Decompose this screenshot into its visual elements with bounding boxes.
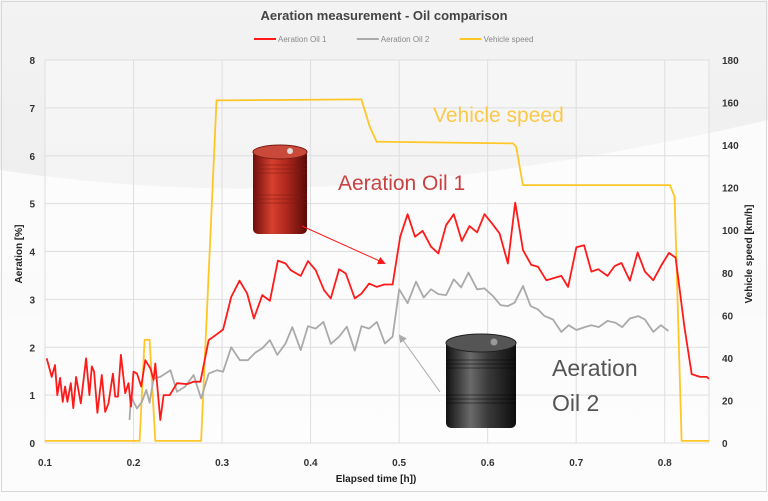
y2-tick-label: 120: [722, 184, 739, 195]
x-axis-label: Elapsed time [h]): [336, 474, 417, 485]
legend-label: Aeration Oil 2: [381, 35, 430, 44]
grid: [44, 59, 710, 444]
y2-tick-label: 180: [722, 56, 739, 67]
annotation-oil-2-line2: Oil 2: [552, 390, 599, 416]
y2-tick-label: 160: [722, 99, 739, 110]
y2-tick-label: 20: [722, 396, 734, 407]
y2-tick-label: 0: [722, 439, 728, 450]
x-tick-label: 0.2: [127, 458, 141, 469]
annotation-oil-1: Aeration Oil 1: [338, 172, 465, 195]
y2-tick-label: 60: [722, 311, 734, 322]
y-tick-label: 0: [29, 439, 35, 450]
y-tick-label: 6: [29, 152, 35, 163]
oil2-arrow: [398, 334, 441, 393]
y-tick-label: 8: [29, 56, 35, 67]
series-line-aeration-oil-1: [45, 201, 710, 421]
x-tick-label: 0.3: [215, 458, 229, 469]
y-tick-label: 2: [29, 343, 35, 354]
y-tick-label: 5: [29, 200, 35, 211]
x-tick-label: 0.5: [392, 458, 406, 469]
y2-tick-label: 80: [722, 269, 734, 280]
y-tick-label: 3: [29, 295, 35, 306]
y-axis-label: Aeration [%]: [14, 225, 25, 284]
red-oil-barrel-image: [252, 144, 308, 234]
y2-tick-label: 40: [722, 354, 734, 365]
x-tick-label: 0.7: [569, 458, 583, 469]
annotation-vehicle-speed: Vehicle speed: [433, 104, 564, 127]
series-line-aeration-oil-2: [128, 271, 669, 421]
y2-axis-label: Vehicle speed [km/h]: [744, 205, 755, 304]
chart-frame: [1, 1, 767, 492]
y-tick-label: 1: [29, 391, 35, 402]
x-tick-label: 0.6: [481, 458, 495, 469]
oil1-arrow: [301, 225, 386, 265]
annotation-oil-2-line1: Aeration: [552, 355, 638, 381]
y2-tick-label: 140: [722, 141, 739, 152]
y-tick-label: 4: [29, 248, 35, 259]
chart-title: Aeration measurement - Oil comparison: [260, 8, 507, 23]
x-tick-label: 0.4: [304, 458, 318, 469]
legend: Aeration Oil 1 Aeration Oil 2 Vehicle spee…: [254, 35, 533, 44]
series-line-vehicle-speed: [45, 98, 709, 442]
legend-label: Vehicle speed: [484, 35, 534, 44]
black-oil-barrel-image: [445, 333, 517, 428]
y2-tick-label: 100: [722, 226, 739, 237]
x-tick-label: 0.1: [38, 458, 52, 469]
y-tick-label: 7: [29, 104, 35, 115]
x-tick-label: 0.8: [658, 458, 672, 469]
legend-label: Aeration Oil 1: [278, 35, 327, 44]
